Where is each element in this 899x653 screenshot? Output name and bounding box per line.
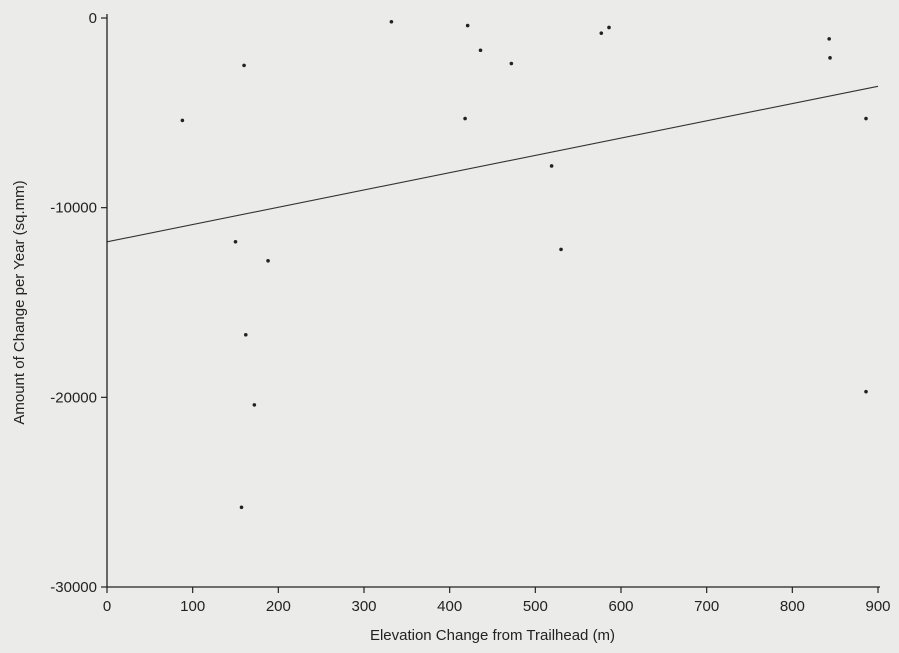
y-tick-label: -20000 bbox=[50, 389, 97, 406]
plot-area bbox=[106, 19, 879, 510]
x-tick-label: 500 bbox=[523, 598, 548, 615]
data-point bbox=[607, 25, 611, 30]
data-point bbox=[242, 63, 246, 68]
data-point bbox=[559, 247, 563, 252]
data-point bbox=[864, 389, 868, 394]
data-point bbox=[599, 31, 604, 35]
data-point bbox=[827, 37, 831, 41]
data-point bbox=[389, 19, 394, 24]
x-tick-label: 800 bbox=[780, 598, 805, 615]
data-point bbox=[239, 505, 244, 510]
data-point bbox=[463, 116, 467, 121]
data-point bbox=[266, 258, 270, 263]
data-point bbox=[549, 164, 554, 168]
data-point bbox=[233, 240, 238, 244]
data-point bbox=[864, 116, 868, 121]
data-point bbox=[243, 332, 248, 337]
axes: 0 100 200 300 400 500 600 700 800 900 0 -10000 -2000… bbox=[50, 10, 890, 615]
x-tick-label: 100 bbox=[180, 598, 205, 615]
y-tick-label: -10000 bbox=[50, 200, 97, 217]
x-axis-label: Elevation Change from Trailhead (m) bbox=[370, 627, 615, 644]
data-point bbox=[828, 56, 832, 60]
trend-line bbox=[106, 85, 879, 243]
y-tick-label: 0 bbox=[89, 10, 97, 27]
y-axis-label: Amount of Change per Year (sq.mm) bbox=[11, 180, 28, 424]
y-tick-label: -30000 bbox=[50, 579, 97, 596]
x-tick-label: 600 bbox=[608, 598, 633, 615]
data-point bbox=[252, 403, 257, 407]
x-tick-label: 200 bbox=[266, 598, 291, 615]
data-point bbox=[509, 61, 514, 66]
x-tick-label: 400 bbox=[437, 598, 462, 615]
data-point bbox=[180, 118, 185, 123]
x-tick-label: 700 bbox=[694, 598, 719, 615]
x-tick-label: 0 bbox=[103, 598, 111, 615]
x-tick-label: 900 bbox=[865, 598, 890, 615]
data-point bbox=[465, 23, 470, 28]
data-point bbox=[478, 48, 483, 53]
x-tick-label: 300 bbox=[351, 598, 376, 615]
